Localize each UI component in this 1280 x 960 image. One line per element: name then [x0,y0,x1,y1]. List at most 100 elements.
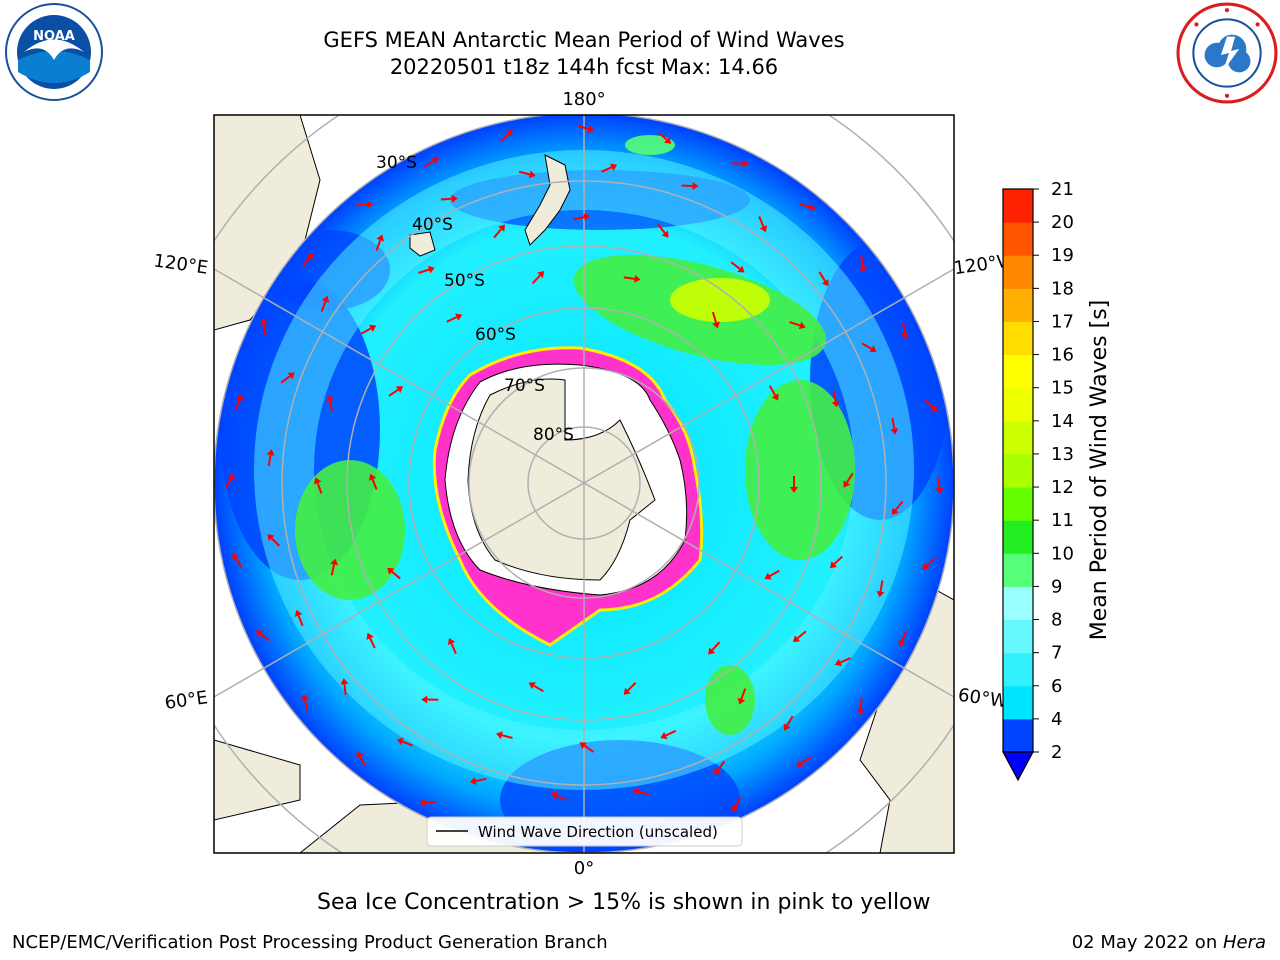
wind-arrow [768,385,779,401]
lat-label-60s: 60°S [475,325,516,345]
wind-arrow [764,569,780,580]
wind-arrow [657,131,672,144]
wind-arrow [418,265,435,274]
nws-logo [1176,2,1278,104]
wind-arrow [901,322,909,340]
wind-arrow [326,394,335,412]
wind-arrow [232,552,243,568]
wind-arrow [469,777,487,785]
wind-arrow [550,791,567,801]
wind-arrow [798,203,816,211]
wind-wave-direction-arrows [224,125,944,843]
colorbar-tick-label: 20 [1051,212,1074,233]
colorbar-cell [1003,487,1033,521]
wind-arrow [340,678,349,696]
colorbar-label: Mean Period of Wind Waves [s] [1087,300,1112,640]
lat-label-40s: 40°S [412,215,453,235]
colorbar-cell [1003,189,1033,223]
colorbar-tick-label: 9 [1051,576,1062,597]
colorbar-tick-label: 14 [1051,411,1074,432]
wind-arrow [440,194,458,203]
wind-arrow [861,342,877,353]
colorbar-tick-label: 13 [1051,444,1074,465]
wind-arrow [280,372,295,384]
wind-arrow [424,157,440,168]
wind-arrow [834,657,851,667]
wind-arrow [856,697,865,715]
wind-arrow [301,693,309,711]
colorbar-tick-label: 12 [1051,477,1074,498]
colorbar-cell [1003,222,1033,256]
wind-arrow [320,295,330,313]
wind-arrow [737,688,747,705]
noaa-logo-text: NOAA [33,29,75,44]
colorbar-tick-label: 7 [1051,643,1062,664]
colorbar: 2 4 6 7 8 9 10 11 12 13 14 15 16 17 18 19 20 21 Mean Peri… [1001,179,1112,782]
colorbar-tick-label: 2 [1051,742,1062,763]
wind-arrow [528,682,544,693]
wind-arrow [730,261,745,273]
colorbar-cell [1003,652,1033,687]
wind-arrow [792,630,807,643]
wind-arrow [935,476,944,494]
wind-arrow [255,630,270,642]
wind-arrow [623,682,637,695]
colorbar-cell [1003,685,1033,720]
wind-arrow [259,318,268,336]
wind-arrow [531,271,545,285]
colorbar-tick-label: 11 [1051,510,1074,531]
colorbar-cell [1003,553,1033,587]
lon-label-180: 180° [562,89,605,110]
wind-arrow [301,253,314,268]
colorbar-cell [1003,354,1033,389]
wind-arrow [446,313,463,323]
colorbar-cell [1003,520,1033,554]
wind-arrow [313,477,323,494]
colorbar-tick-label: 21 [1051,179,1074,200]
chart-subtitle: 20220501 t18z 144h fcst Max: 14.66 [389,55,779,79]
lon-label-60e: 60°E [163,687,209,714]
wind-arrow [731,796,742,812]
wind-arrow [731,159,749,168]
colorbar-cell [1003,453,1033,488]
wind-arrow [493,224,506,239]
wind-arrow [831,390,840,408]
colorbar-tick-label: 8 [1051,610,1062,631]
wind-arrow [419,798,437,807]
wind-arrow [601,163,618,173]
wind-arrow [783,715,794,731]
wind-arrow [500,129,513,143]
colorbar-cell [1003,619,1033,654]
wind-arrow [876,580,885,598]
wind-arrow [890,417,899,435]
lat-label-30s: 30°S [376,153,417,173]
colorbar-tick-label: 15 [1051,378,1074,399]
wind-arrow [388,386,404,397]
colorbar-extend-arrow [1001,751,1035,782]
lat-label-50s: 50°S [444,271,485,291]
tasmania-land [409,231,436,257]
colorbar-cell [1003,288,1033,322]
wind-arrow [396,737,413,747]
wind-arrow [368,473,378,490]
wind-arrow [623,274,641,283]
wind-arrow [579,742,595,753]
lat-label-80s: 80°S [533,425,574,445]
wind-arrow [660,729,677,740]
wind-arrow [267,534,281,547]
wind-arrow [234,393,244,411]
wind-arrow [224,473,235,489]
wind-arrow [577,125,595,133]
colorbar-cell [1003,255,1033,289]
wind-arrow [898,630,908,647]
colorbar-cell [1003,586,1033,621]
sea-ice-note: Sea Ice Concentration > 15% is shown in … [317,890,931,915]
wind-arrow [714,760,726,775]
noaa-logo: NOAA [5,3,103,101]
colorbar-tick-label: 4 [1051,709,1062,730]
wind-arrow [790,476,798,493]
colorbar-cell [1003,718,1033,753]
wind-arrow [375,234,384,251]
colorbar-cell [1003,321,1033,356]
